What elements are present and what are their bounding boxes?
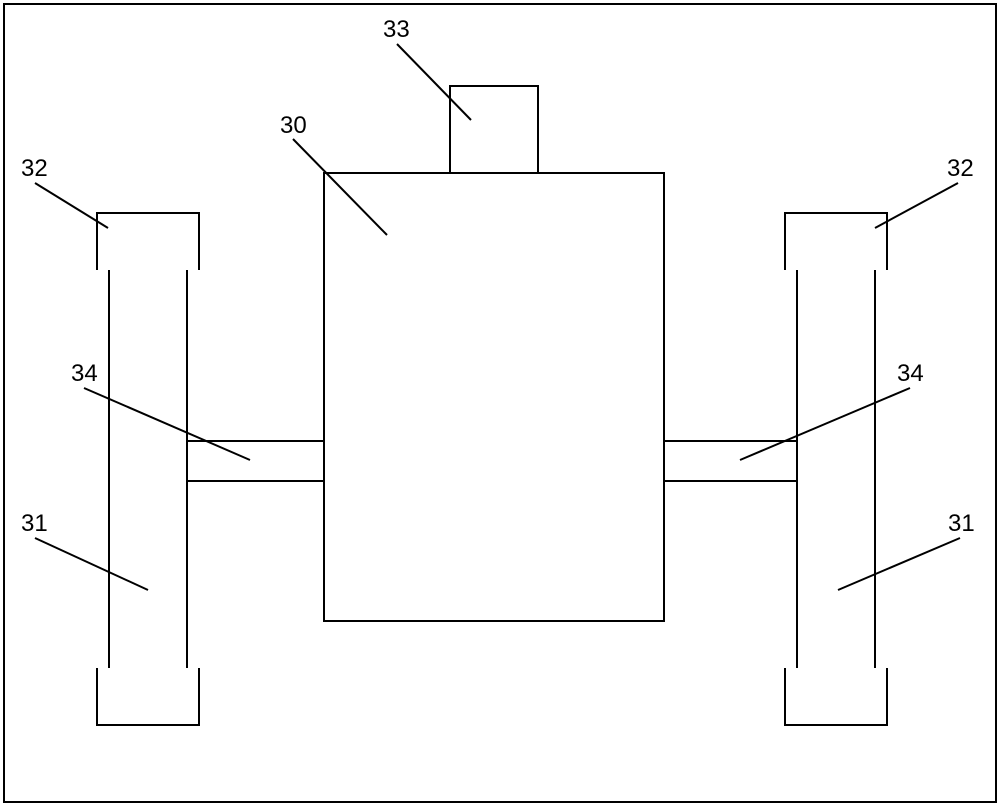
right-bottom-cap	[784, 668, 888, 726]
label-33: 33	[383, 16, 410, 44]
left-pillar-31	[108, 232, 188, 702]
main-body-30	[323, 172, 665, 622]
label-34-right: 34	[897, 360, 924, 388]
label-34-left: 34	[71, 360, 98, 388]
left-bottom-cap	[96, 668, 200, 726]
label-31-left: 31	[21, 510, 48, 538]
top-block-33	[449, 85, 539, 172]
label-30: 30	[280, 112, 307, 140]
label-32-right: 32	[947, 155, 974, 183]
right-top-cap-32	[784, 212, 888, 270]
left-top-cap-32	[96, 212, 200, 270]
right-connector-34	[665, 440, 796, 482]
label-31-right: 31	[948, 510, 975, 538]
right-pillar-31	[796, 232, 876, 702]
label-32-left: 32	[21, 155, 48, 183]
diagram-container: 33 30 32 32 34 34 31 31	[0, 0, 1000, 806]
left-connector-34	[188, 440, 323, 482]
